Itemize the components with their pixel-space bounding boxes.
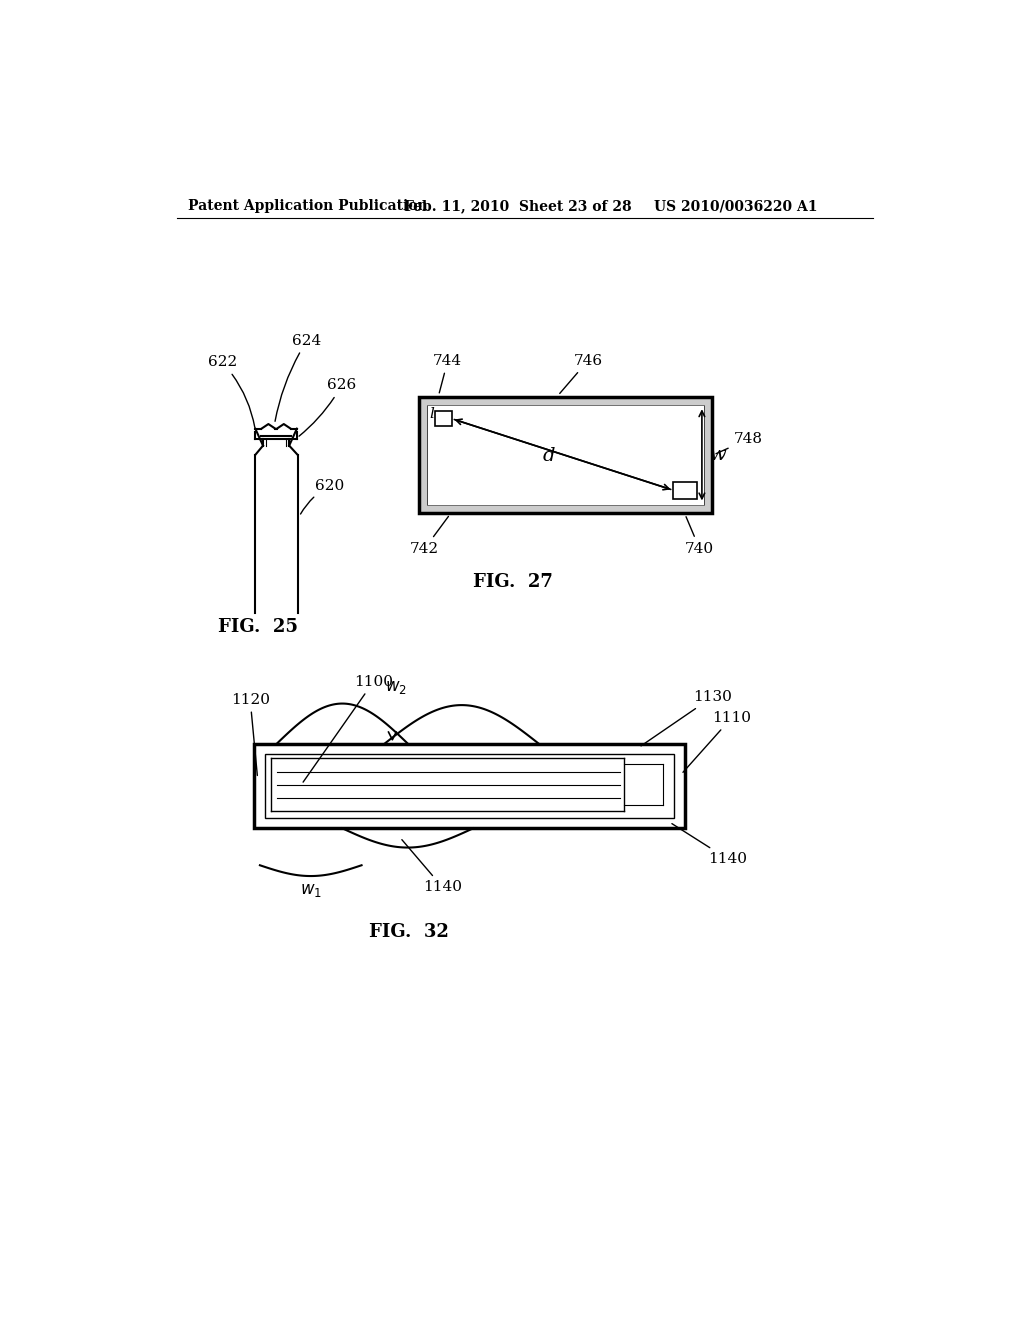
Text: 1120: 1120 bbox=[230, 693, 269, 775]
Text: FIG.  25: FIG. 25 bbox=[217, 618, 298, 635]
Text: US 2010/0036220 A1: US 2010/0036220 A1 bbox=[654, 199, 817, 213]
Text: l: l bbox=[429, 407, 434, 421]
Text: 620: 620 bbox=[300, 479, 345, 513]
Text: 742: 742 bbox=[410, 516, 449, 556]
Bar bbox=[674, 482, 696, 499]
Text: 622: 622 bbox=[208, 355, 255, 428]
Text: 1140: 1140 bbox=[401, 840, 462, 895]
Text: 744: 744 bbox=[433, 354, 462, 393]
Text: 626: 626 bbox=[299, 379, 356, 436]
Bar bbox=[427, 405, 705, 506]
Text: 746: 746 bbox=[560, 354, 602, 393]
Text: 1130: 1130 bbox=[641, 690, 731, 746]
Bar bbox=[264, 755, 674, 817]
Text: Patent Application Publication: Patent Application Publication bbox=[188, 199, 428, 213]
Text: 1140: 1140 bbox=[672, 824, 748, 866]
Text: FIG.  27: FIG. 27 bbox=[473, 573, 553, 591]
Bar bbox=[435, 411, 452, 426]
Text: $w_1$: $w_1$ bbox=[300, 882, 322, 899]
Text: 748: 748 bbox=[716, 433, 763, 454]
Text: d: d bbox=[543, 447, 555, 466]
Text: 740: 740 bbox=[685, 516, 714, 556]
Text: 624: 624 bbox=[275, 334, 322, 421]
Bar bbox=[254, 743, 685, 829]
FancyBboxPatch shape bbox=[419, 397, 712, 512]
Text: 1100: 1100 bbox=[303, 675, 393, 783]
Text: 1110: 1110 bbox=[683, 711, 751, 772]
Text: $w_2$: $w_2$ bbox=[385, 678, 408, 696]
Text: Feb. 11, 2010  Sheet 23 of 28: Feb. 11, 2010 Sheet 23 of 28 bbox=[403, 199, 632, 213]
Text: w: w bbox=[710, 446, 726, 463]
Text: FIG.  32: FIG. 32 bbox=[370, 923, 450, 941]
